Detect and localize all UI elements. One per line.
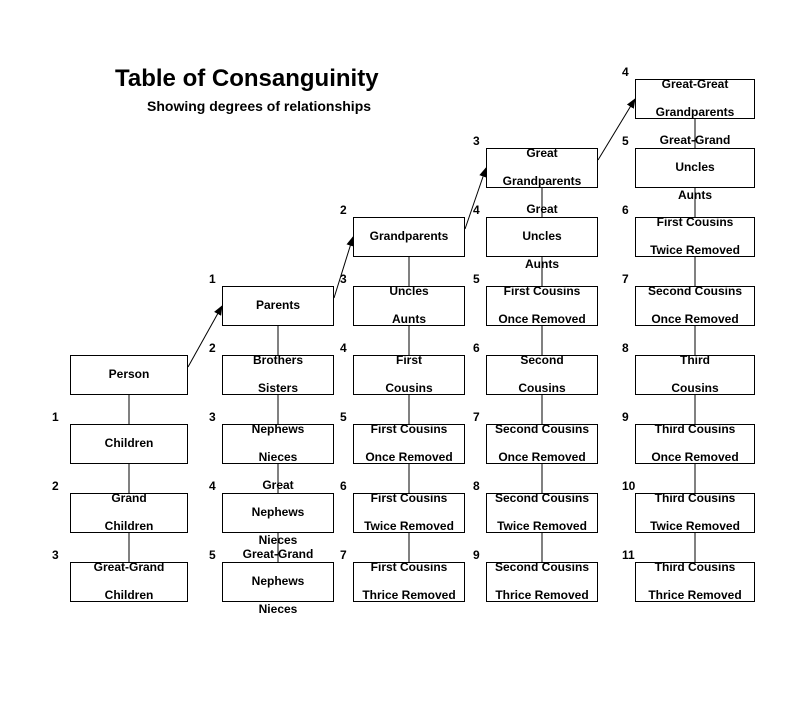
node: Great-GrandUnclesAunts [635,148,755,188]
node: GreatNephewsNieces [222,493,334,533]
degree-label: 2 [340,203,347,217]
node: GreatUnclesAunts [486,217,598,257]
node: ThirdCousins [635,355,755,395]
degree-label: 5 [340,410,347,424]
degree-label: 3 [340,272,347,286]
degree-label: 5 [209,548,216,562]
node: First CousinsOnce Removed [353,424,465,464]
node: BrothersSisters [222,355,334,395]
node: GreatGrandparents [486,148,598,188]
node: First CousinsTwice Removed [353,493,465,533]
node: Great-GrandChildren [70,562,188,602]
node: Third CousinsTwice Removed [635,493,755,533]
degree-label: 7 [622,272,629,286]
node: Children [70,424,188,464]
node: Second CousinsThrice Removed [486,562,598,602]
degree-label: 4 [622,65,629,79]
node: Third CousinsThrice Removed [635,562,755,602]
node: FirstCousins [353,355,465,395]
degree-label: 2 [52,479,59,493]
degree-label: 1 [209,272,216,286]
degree-label: 8 [473,479,480,493]
diagram-title: Table of Consanguinity [115,65,379,93]
node: Great-GrandNephewsNieces [222,562,334,602]
node: UnclesAunts [353,286,465,326]
degree-label: 8 [622,341,629,355]
node: Second CousinsTwice Removed [486,493,598,533]
degree-label: 2 [209,341,216,355]
degree-label: 7 [340,548,347,562]
node: First CousinsThrice Removed [353,562,465,602]
degree-label: 4 [473,203,480,217]
diagram-subtitle: Showing degrees of relationships [147,98,371,114]
degree-label: 11 [622,548,635,562]
node: GrandChildren [70,493,188,533]
degree-label: 1 [52,410,59,424]
degree-label: 7 [473,410,480,424]
degree-label: 6 [473,341,480,355]
node: NephewsNieces [222,424,334,464]
degree-label: 3 [473,134,480,148]
degree-label: 6 [622,203,629,217]
node: Grandparents [353,217,465,257]
degree-label: 5 [473,272,480,286]
consanguinity-diagram: Table of Consanguinity Showing degrees o… [0,0,800,720]
degree-label: 5 [622,134,629,148]
degree-label: 6 [340,479,347,493]
node: First CousinsOnce Removed [486,286,598,326]
node: Great-GreatGrandparents [635,79,755,119]
degree-label: 4 [340,341,347,355]
degree-label: 3 [209,410,216,424]
node: Second CousinsOnce Removed [486,424,598,464]
node: First CousinsTwice Removed [635,217,755,257]
degree-label: 9 [622,410,629,424]
node: Third CousinsOnce Removed [635,424,755,464]
degree-label: 10 [622,479,635,493]
node: SecondCousins [486,355,598,395]
degree-label: 9 [473,548,480,562]
node: Parents [222,286,334,326]
degree-label: 4 [209,479,216,493]
degree-label: 3 [52,548,59,562]
node: Person [70,355,188,395]
node: Second CousinsOnce Removed [635,286,755,326]
